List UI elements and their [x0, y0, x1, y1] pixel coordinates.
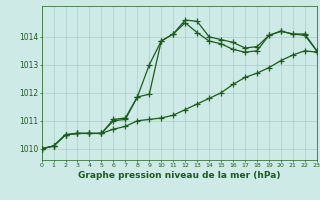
X-axis label: Graphe pression niveau de la mer (hPa): Graphe pression niveau de la mer (hPa)	[78, 171, 280, 180]
